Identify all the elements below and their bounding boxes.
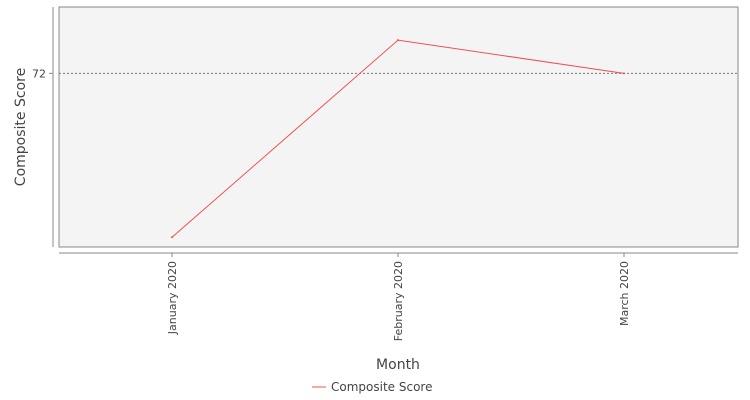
y-tick-label: 72 <box>32 67 46 80</box>
x-axis-title: Month <box>376 357 420 373</box>
series-lines <box>171 39 625 239</box>
x-tick-label: March 2020 <box>618 261 631 326</box>
y-axis-ticks: 72 <box>32 67 53 80</box>
legend-label: Composite Score <box>331 380 432 394</box>
data-point <box>171 236 173 239</box>
y-axis-title: Composite Score <box>13 68 29 186</box>
data-point <box>623 72 625 75</box>
legend: Composite Score <box>312 380 432 394</box>
data-point <box>397 39 399 42</box>
plot-area <box>58 6 739 248</box>
x-tick-label: February 2020 <box>392 261 405 341</box>
x-axis-ticks: January 2020 February 2020 March 2020 <box>166 253 631 341</box>
x-tick-label: January 2020 <box>166 261 179 335</box>
